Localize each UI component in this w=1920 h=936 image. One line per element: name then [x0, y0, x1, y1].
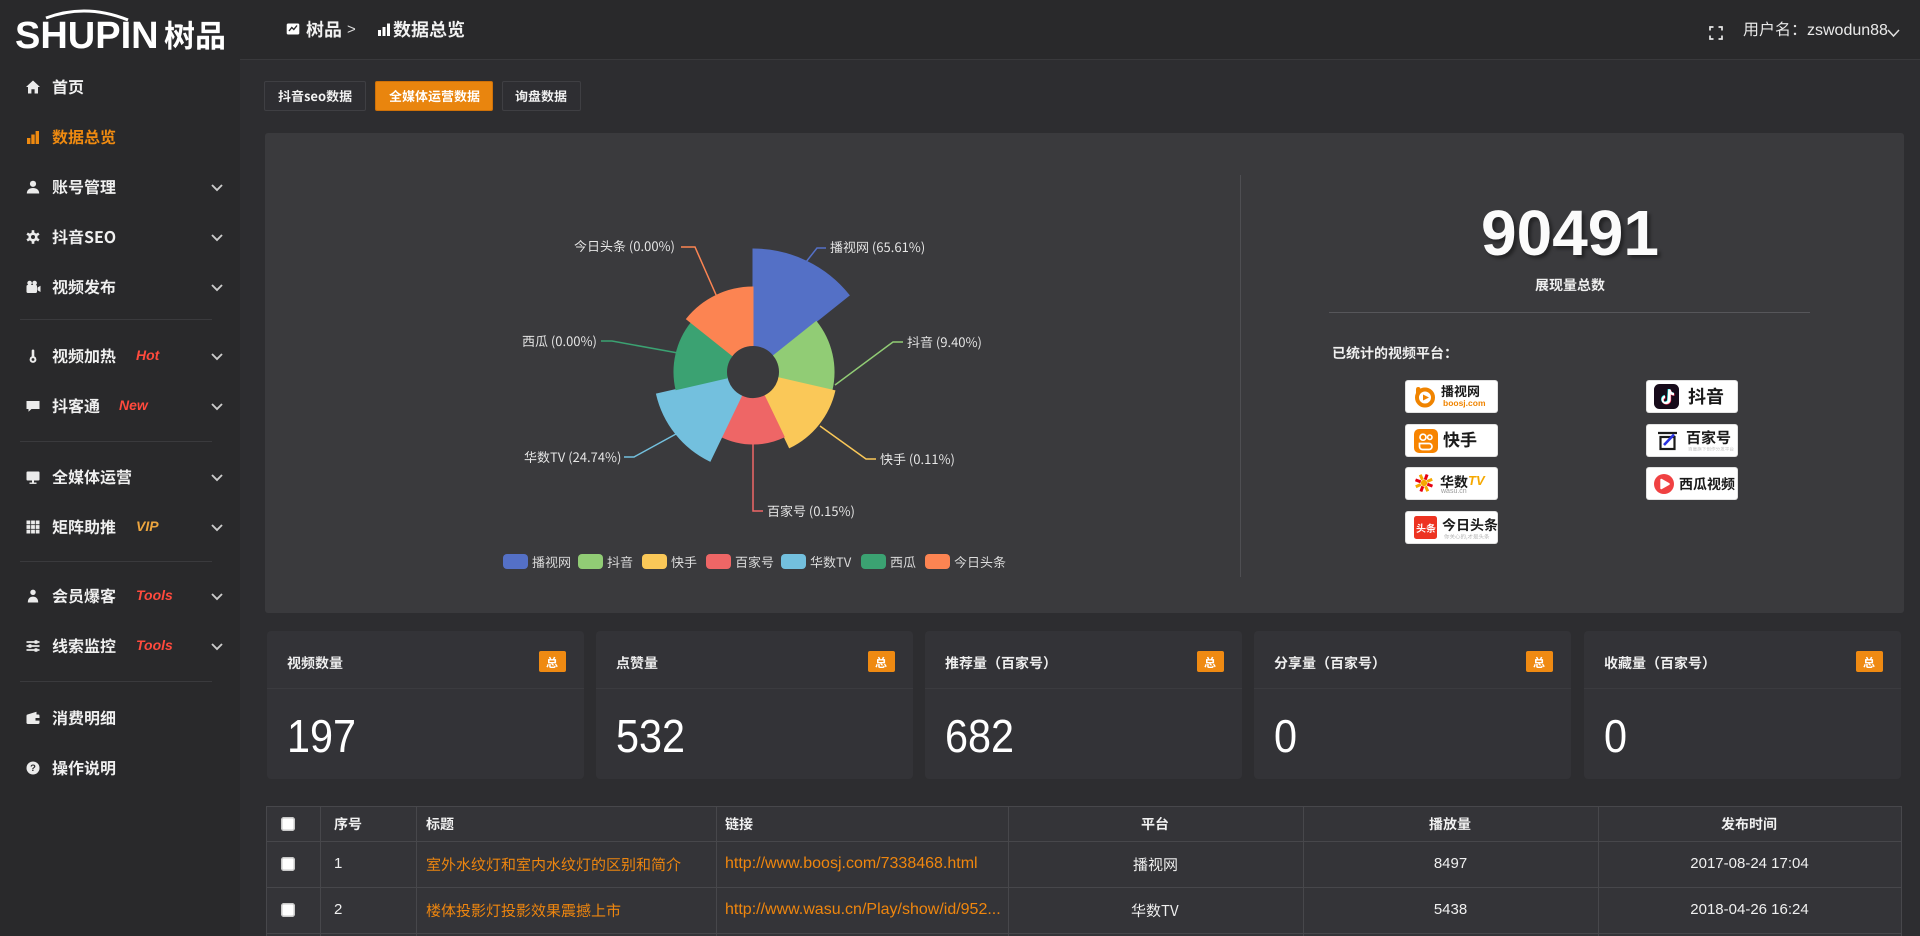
svg-text:?: ? — [30, 763, 36, 774]
svg-text:SHUPIN: SHUPIN — [15, 15, 159, 57]
